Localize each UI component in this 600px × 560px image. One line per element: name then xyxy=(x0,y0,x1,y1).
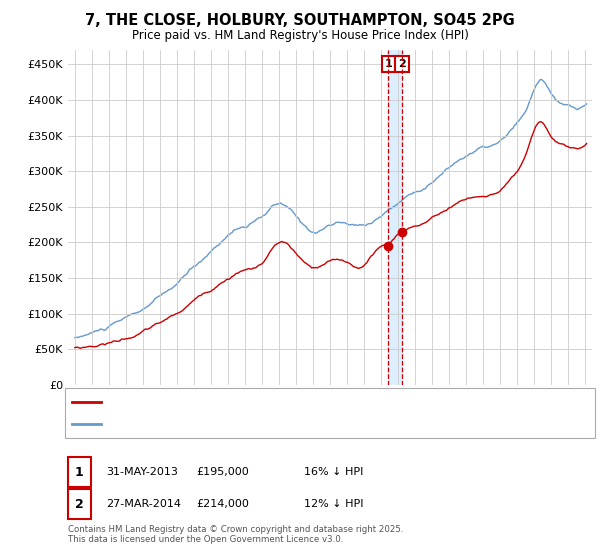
Text: Price paid vs. HM Land Registry's House Price Index (HPI): Price paid vs. HM Land Registry's House … xyxy=(131,29,469,42)
Text: 2: 2 xyxy=(75,497,84,511)
Text: 12% ↓ HPI: 12% ↓ HPI xyxy=(304,499,363,509)
Text: 27-MAR-2014: 27-MAR-2014 xyxy=(106,499,181,509)
Text: 16% ↓ HPI: 16% ↓ HPI xyxy=(304,467,363,477)
Text: £214,000: £214,000 xyxy=(196,499,248,509)
Text: 7, THE CLOSE, HOLBURY, SOUTHAMPTON, SO45 2PG: 7, THE CLOSE, HOLBURY, SOUTHAMPTON, SO45… xyxy=(85,13,515,28)
Text: 31-MAY-2013: 31-MAY-2013 xyxy=(106,467,178,477)
Text: HPI: Average price, semi-detached house, New Forest: HPI: Average price, semi-detached house,… xyxy=(107,419,386,429)
Text: 7, THE CLOSE, HOLBURY, SOUTHAMPTON, SO45 2PG (semi-detached house): 7, THE CLOSE, HOLBURY, SOUTHAMPTON, SO45… xyxy=(107,397,504,407)
Text: 1: 1 xyxy=(75,465,84,478)
Text: Contains HM Land Registry data © Crown copyright and database right 2025.
This d: Contains HM Land Registry data © Crown c… xyxy=(68,525,404,544)
Text: £195,000: £195,000 xyxy=(196,467,248,477)
Bar xyxy=(388,50,402,385)
Text: 2: 2 xyxy=(398,59,406,69)
Text: 1: 1 xyxy=(385,59,392,69)
